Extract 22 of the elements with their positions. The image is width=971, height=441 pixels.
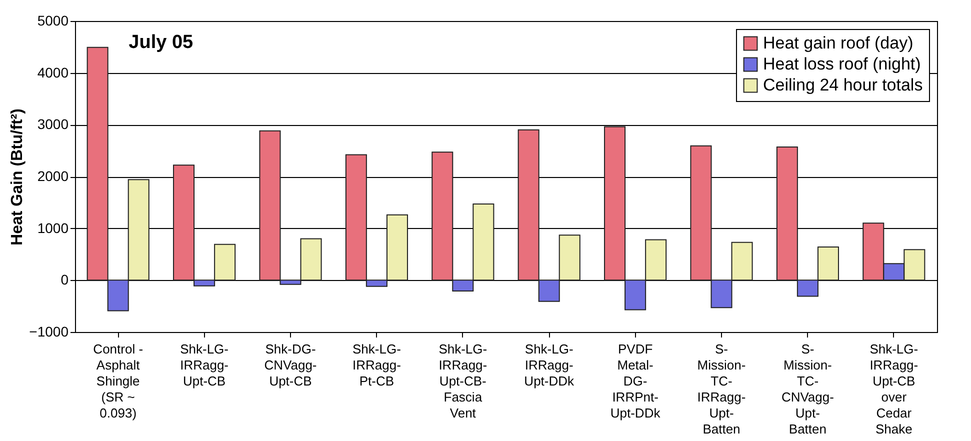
- y-tick-label: 1000: [37, 220, 69, 236]
- x-tick-label: PVDF Metal- DG- IRRPnt- Upt-DDk: [610, 342, 661, 420]
- legend-label: Heat loss roof (night): [763, 54, 921, 74]
- x-tick-label: Shk-LG- IRRagg- Upt-CB over Cedar Shake: [870, 342, 918, 436]
- legend-label: Ceiling 24 hour totals: [763, 76, 923, 94]
- x-tick-label: S- Mission- TC- IRRagg- Upt- Batten: [697, 342, 746, 436]
- y-tick-label: 2000: [37, 168, 69, 184]
- y-tick-label: 0: [60, 272, 69, 288]
- text: July 05: [128, 32, 194, 53]
- x-tick-label: Shk-LG- IRRagg- Upt-DDk: [524, 342, 575, 388]
- x-tick-label: Shk-LG- IRRagg- Pt-CB: [352, 342, 401, 388]
- y-tick-label: 4000: [37, 64, 69, 80]
- x-tick-label: Shk-LG- IRRagg- Upt-CB: [180, 342, 229, 388]
- x-tick-label: Shk-DG- CNVagg- Upt-CB: [264, 342, 317, 388]
- legend-label: Heat gain roof (day): [763, 34, 914, 52]
- x-tick-label: S- Mission- TC- CNVagg- Upt- Batten: [781, 342, 834, 436]
- y-axis-title: Heat Gain (Btu/ft²): [9, 108, 26, 246]
- y-tick-label: −1000: [29, 324, 69, 340]
- y-tick-label: 5000: [37, 12, 69, 28]
- x-tick-label: Shk-LG- IRRagg- Upt-CB- Fascia Vent: [438, 342, 488, 420]
- y-tick-label: 3000: [37, 116, 69, 132]
- x-tick-label: Control - Asphalt Shingle (SR ~ 0.093): [93, 342, 144, 420]
